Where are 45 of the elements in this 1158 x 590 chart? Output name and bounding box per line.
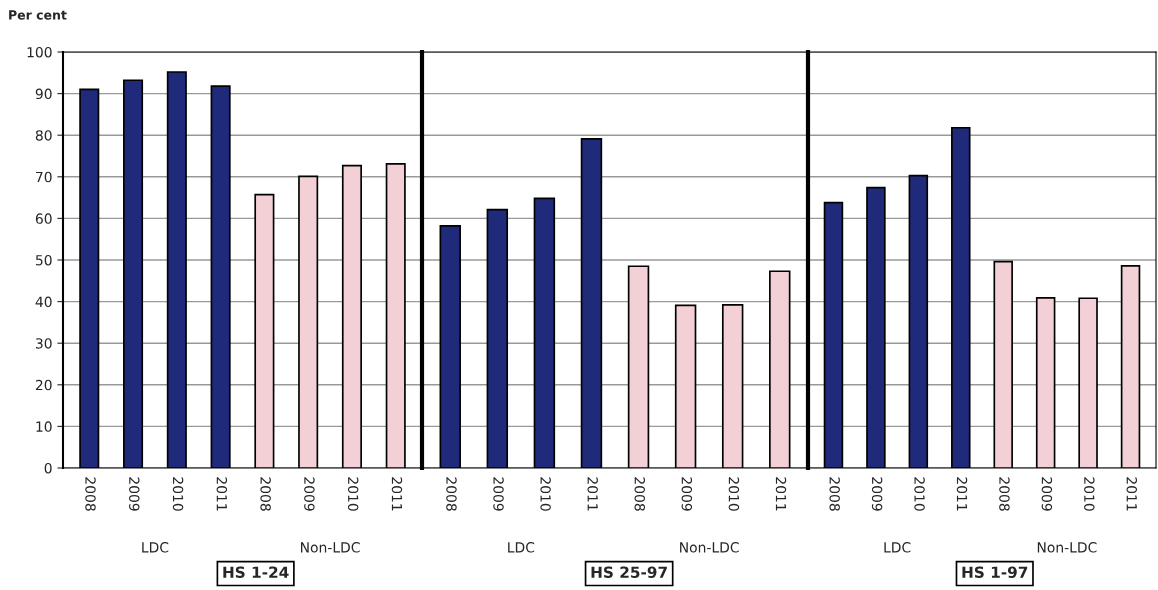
x-tick-label: 2010: [347, 477, 359, 511]
y-tick-label: 60: [35, 213, 52, 224]
y-axis-title: Per cent: [9, 10, 67, 20]
y-tick-label: 70: [36, 171, 52, 183]
x-tick-label: 2010: [172, 477, 184, 511]
y-tick-label: 80: [35, 130, 52, 141]
x-tick-label: 2011: [587, 477, 598, 511]
x-tick-label: 2008: [446, 477, 457, 511]
x-tick-label: 2009: [493, 477, 504, 511]
x-tick-label: 2010: [914, 477, 925, 511]
y-tick-label: 100: [27, 46, 52, 58]
text: HS 1-97: [962, 566, 1028, 578]
y-tick-label: 10: [36, 421, 52, 432]
text: LDC: [884, 542, 911, 553]
x-tick-label: 2011: [956, 477, 968, 511]
y-tick-label: 20: [35, 379, 52, 391]
y-tick-label: 90: [35, 88, 52, 100]
text: LDC: [508, 542, 535, 553]
y-tick-label: 40: [35, 296, 52, 308]
x-tick-label: 2011: [391, 477, 403, 511]
x-tick-label: 2008: [829, 477, 840, 511]
x-tick-label: 2011: [775, 477, 787, 511]
text: Non-LDC: [680, 542, 739, 553]
x-tick-label: 2011: [1126, 477, 1138, 511]
y-tick-label: 30: [35, 338, 52, 349]
text: HS 25-97: [591, 566, 667, 578]
text: LDC: [142, 542, 169, 553]
y-tick-label: 50: [35, 254, 52, 266]
y-tick-label: 0: [44, 462, 52, 474]
x-tick-label: 2008: [999, 477, 1010, 511]
x-tick-label: 2011: [216, 477, 228, 511]
text: HS 1-24: [223, 566, 289, 578]
text: Non-LDC: [1037, 542, 1097, 553]
x-tick-label: 2010: [728, 477, 740, 511]
text: Non-LDC: [301, 542, 360, 553]
x-tick-label: 2009: [1041, 477, 1053, 511]
x-tick-label: 2008: [85, 477, 96, 511]
x-tick-label: 2008: [634, 477, 646, 511]
x-tick-label: 2009: [129, 477, 140, 511]
x-tick-label: 2010: [1084, 477, 1095, 511]
x-tick-label: 2009: [304, 477, 315, 511]
x-tick-label: 2009: [681, 477, 693, 511]
x-tick-label: 2008: [260, 477, 271, 511]
x-tick-label: 2010: [540, 477, 551, 511]
x-tick-label: 2009: [871, 477, 883, 511]
